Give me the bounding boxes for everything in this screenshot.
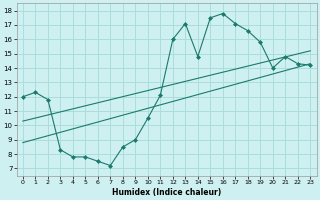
X-axis label: Humidex (Indice chaleur): Humidex (Indice chaleur): [112, 188, 221, 197]
